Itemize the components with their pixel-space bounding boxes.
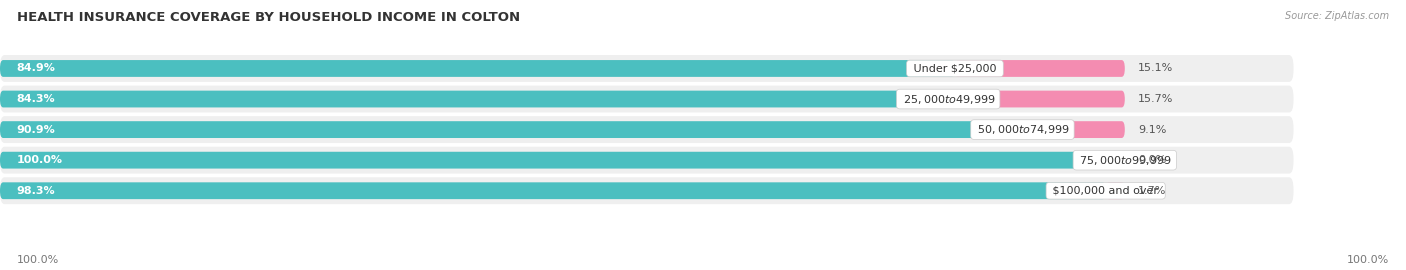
Text: 90.9%: 90.9% <box>17 124 56 135</box>
Text: 9.1%: 9.1% <box>1139 124 1167 135</box>
FancyBboxPatch shape <box>0 152 1125 168</box>
Text: $75,000 to $99,999: $75,000 to $99,999 <box>1077 154 1173 167</box>
Text: HEALTH INSURANCE COVERAGE BY HOUSEHOLD INCOME IN COLTON: HEALTH INSURANCE COVERAGE BY HOUSEHOLD I… <box>17 11 520 24</box>
FancyBboxPatch shape <box>0 55 1294 82</box>
Text: 84.3%: 84.3% <box>17 94 55 104</box>
Text: $100,000 and over: $100,000 and over <box>1049 186 1161 196</box>
FancyBboxPatch shape <box>0 60 955 77</box>
Text: Under $25,000: Under $25,000 <box>910 63 1000 73</box>
Text: 0.0%: 0.0% <box>1139 155 1167 165</box>
Text: 1.7%: 1.7% <box>1139 186 1167 196</box>
Legend: With Coverage, Without Coverage: With Coverage, Without Coverage <box>465 266 723 270</box>
FancyBboxPatch shape <box>948 91 1125 107</box>
Text: 15.7%: 15.7% <box>1139 94 1174 104</box>
Text: 100.0%: 100.0% <box>17 255 59 265</box>
FancyBboxPatch shape <box>0 177 1294 204</box>
FancyBboxPatch shape <box>1022 121 1125 138</box>
FancyBboxPatch shape <box>0 91 948 107</box>
FancyBboxPatch shape <box>955 60 1125 77</box>
Text: Source: ZipAtlas.com: Source: ZipAtlas.com <box>1285 11 1389 21</box>
Text: 84.9%: 84.9% <box>17 63 56 73</box>
FancyBboxPatch shape <box>0 86 1294 113</box>
Text: 100.0%: 100.0% <box>1347 255 1389 265</box>
Text: $25,000 to $49,999: $25,000 to $49,999 <box>900 93 997 106</box>
FancyBboxPatch shape <box>0 116 1294 143</box>
Text: 100.0%: 100.0% <box>17 155 63 165</box>
FancyBboxPatch shape <box>1105 182 1125 199</box>
Text: 15.1%: 15.1% <box>1139 63 1174 73</box>
Text: $50,000 to $74,999: $50,000 to $74,999 <box>974 123 1071 136</box>
FancyBboxPatch shape <box>0 147 1294 174</box>
FancyBboxPatch shape <box>0 182 1105 199</box>
Text: 98.3%: 98.3% <box>17 186 55 196</box>
FancyBboxPatch shape <box>0 121 1022 138</box>
